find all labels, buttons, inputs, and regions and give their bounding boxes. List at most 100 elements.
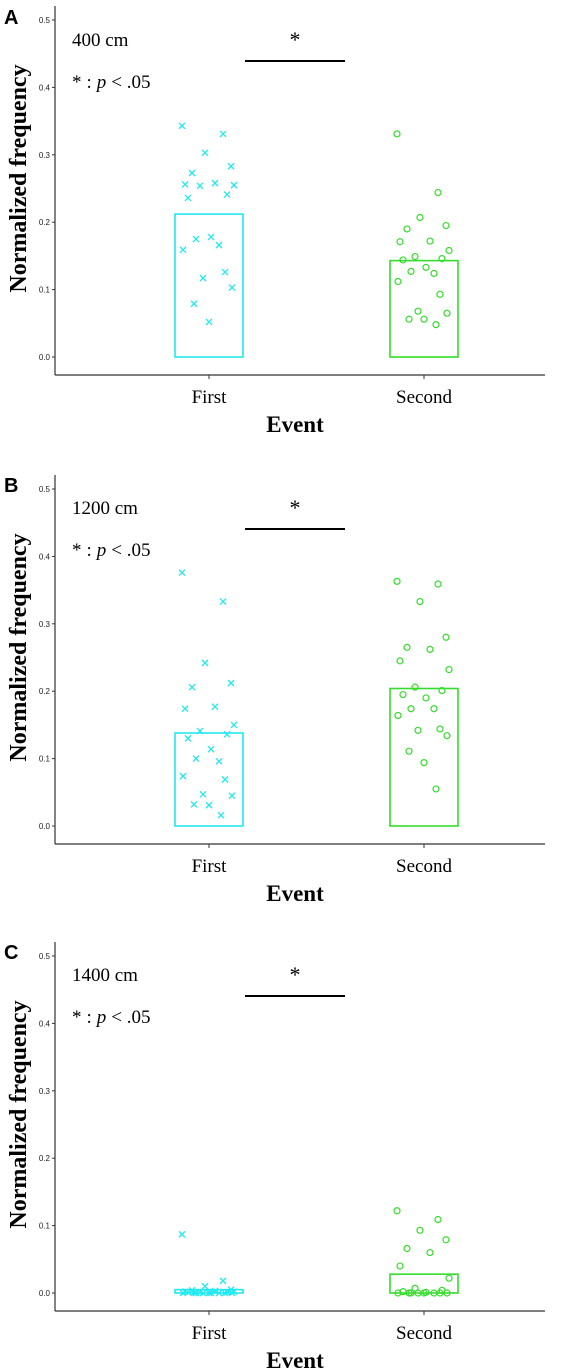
data-point-first: [227, 162, 235, 170]
condition-label: 400 cm: [72, 30, 129, 51]
data-point-second: [445, 246, 453, 255]
data-point-first: [230, 721, 238, 729]
data-point-first: [196, 727, 204, 735]
data-point-first: [207, 745, 215, 753]
note-star: *: [72, 72, 82, 93]
data-point-first: [199, 1289, 207, 1297]
significance-note: *: p < .05: [72, 540, 151, 561]
data-point-second: [411, 683, 419, 691]
data-point-second: [393, 577, 401, 585]
y-tick-label: 0.0: [39, 353, 51, 362]
data-point-first: [215, 1289, 223, 1297]
x-tick-label: Second: [396, 387, 452, 408]
data-point-first: [221, 268, 229, 276]
y-tick-label: 0.2: [39, 1154, 51, 1163]
y-axis-label: Normalized frequency: [6, 1000, 32, 1228]
data-point-first: [188, 169, 196, 177]
data-point-second: [416, 213, 424, 222]
data-point-second: [414, 726, 422, 734]
note-p: p: [95, 540, 107, 561]
bar-second: [389, 687, 459, 827]
data-point-second: [416, 597, 424, 606]
data-point-second: [442, 221, 450, 230]
data-point-first: [217, 811, 225, 819]
panel-letter: C: [4, 942, 18, 964]
data-point-second: [396, 657, 404, 665]
data-point-first: [211, 1287, 219, 1295]
data-point-first: [179, 772, 187, 780]
bar-second: [389, 1273, 459, 1294]
y-tick-label: 0.3: [39, 1087, 51, 1096]
data-point-second: [443, 732, 451, 740]
data-point-second: [403, 643, 411, 651]
data-point-second: [430, 269, 438, 278]
x-axis-label: Event: [266, 1348, 324, 1368]
data-point-first: [219, 130, 227, 138]
data-point-second: [422, 263, 430, 271]
data-point-first: [230, 181, 238, 189]
chart-panel-a: A 0.0 0.1 0.2 0.3 0.4 0.5 Normalized frequency F…: [4, 6, 545, 437]
data-point-second: [407, 1289, 415, 1297]
data-point-second: [442, 1236, 450, 1244]
significance-star: *: [290, 962, 301, 987]
y-tick-label: 0.0: [39, 1289, 51, 1298]
note-p: p: [95, 72, 107, 93]
data-point-first: [184, 734, 192, 742]
chart-panel-c: C 0.0 0.1 0.2 0.3 0.4 0.5 Normalized frequency F…: [4, 942, 545, 1368]
data-point-second: [411, 252, 419, 261]
note-star: *: [72, 1007, 82, 1028]
y-tick-label: 0.1: [39, 1222, 51, 1231]
data-point-first: [181, 705, 189, 713]
data-point-second: [442, 633, 450, 641]
y-tick-label: 0.4: [39, 83, 51, 92]
data-point-first: [207, 1289, 215, 1297]
data-point-first: [201, 659, 209, 667]
x-tick-label: First: [192, 387, 228, 408]
data-point-first: [221, 776, 229, 783]
y-tick-label: 0.2: [39, 687, 51, 696]
data-point-second: [445, 666, 453, 674]
data-point-first: [211, 179, 219, 187]
data-point-first: [179, 1289, 187, 1297]
x-axis-label: Event: [266, 881, 324, 906]
data-point-first: [192, 755, 200, 763]
data-point-second: [432, 321, 440, 329]
bar-first: [174, 732, 244, 827]
y-tick-label: 0.1: [39, 755, 51, 764]
note-p: p: [95, 1007, 107, 1028]
data-point-second: [420, 315, 428, 323]
x-tick-label: First: [192, 856, 228, 877]
data-point-first: [178, 569, 186, 577]
data-point-first: [179, 246, 187, 254]
data-point-first: [228, 792, 236, 800]
y-tick-label: 0.5: [39, 485, 51, 494]
x-axis-label: Event: [266, 412, 324, 437]
data-point-first: [199, 274, 207, 282]
y-tick-label: 0.4: [39, 1019, 51, 1028]
data-point-first: [205, 1289, 213, 1297]
data-point-second: [396, 1262, 404, 1270]
data-point-second: [443, 1289, 451, 1297]
data-point-first: [228, 1289, 236, 1297]
data-point-first: [190, 1289, 198, 1297]
data-point-first: [188, 683, 196, 691]
x-tick-label: First: [192, 1323, 228, 1344]
y-tick-label: 0.3: [39, 151, 51, 160]
data-point-first: [223, 730, 231, 738]
y-tick-label: 0.3: [39, 620, 51, 629]
data-point-second: [426, 237, 434, 245]
note-threshold: < .05: [111, 1007, 150, 1028]
y-tick-label: 0.5: [39, 952, 51, 961]
data-point-first: [215, 241, 223, 249]
data-point-second: [432, 785, 440, 793]
y-tick-label: 0.0: [39, 822, 51, 831]
data-point-first: [227, 679, 235, 687]
data-point-second: [405, 315, 413, 323]
note-colon: :: [87, 540, 92, 561]
note-star: *: [72, 540, 82, 561]
data-point-second: [422, 694, 430, 702]
data-point-second: [393, 1207, 401, 1215]
condition-label: 1200 cm: [72, 498, 138, 519]
data-point-second: [394, 277, 402, 286]
data-point-second: [430, 705, 438, 713]
